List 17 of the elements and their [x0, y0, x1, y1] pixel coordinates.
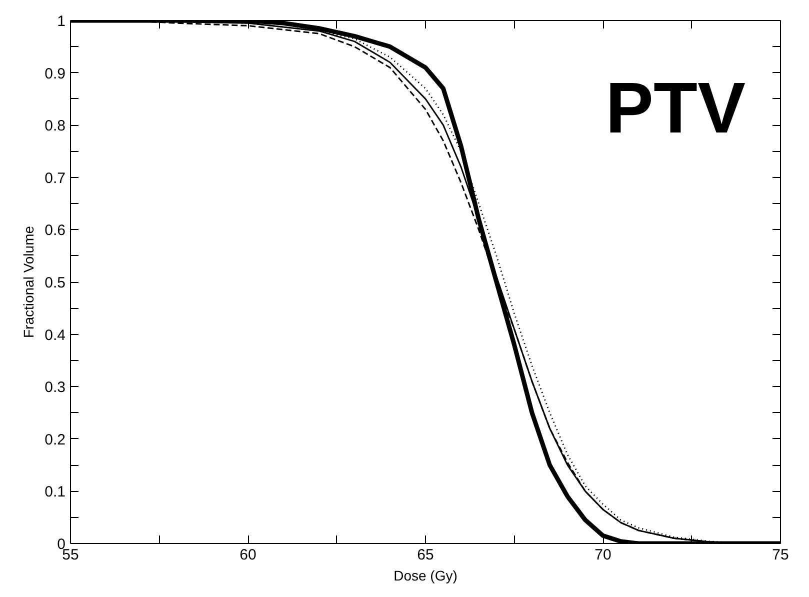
y-tick-label: 1 [57, 13, 66, 30]
y-tick-label: 0.9 [44, 65, 66, 82]
annotation: PTV [605, 68, 746, 148]
y-tick-label: 0.3 [44, 379, 66, 396]
y-tick-label: 0.2 [44, 431, 66, 448]
x-tick-label: 70 [594, 546, 612, 564]
y-tick-label: 0.1 [44, 484, 66, 501]
y-axis-title: Fractional Volume [20, 226, 37, 338]
x-axis-title: Dose (Gy) [394, 568, 458, 584]
x-tick-label: 60 [240, 546, 256, 564]
x-tick-label: 65 [417, 546, 434, 564]
y-tick-label: 0.6 [44, 222, 66, 240]
y-tick-label: 0.5 [44, 274, 66, 292]
y-tick-label: 0.7 [44, 170, 66, 187]
y-tick-label: 0.8 [44, 118, 66, 135]
x-tick-label: 75 [772, 546, 789, 564]
y-tick-label: 0.4 [44, 326, 66, 344]
